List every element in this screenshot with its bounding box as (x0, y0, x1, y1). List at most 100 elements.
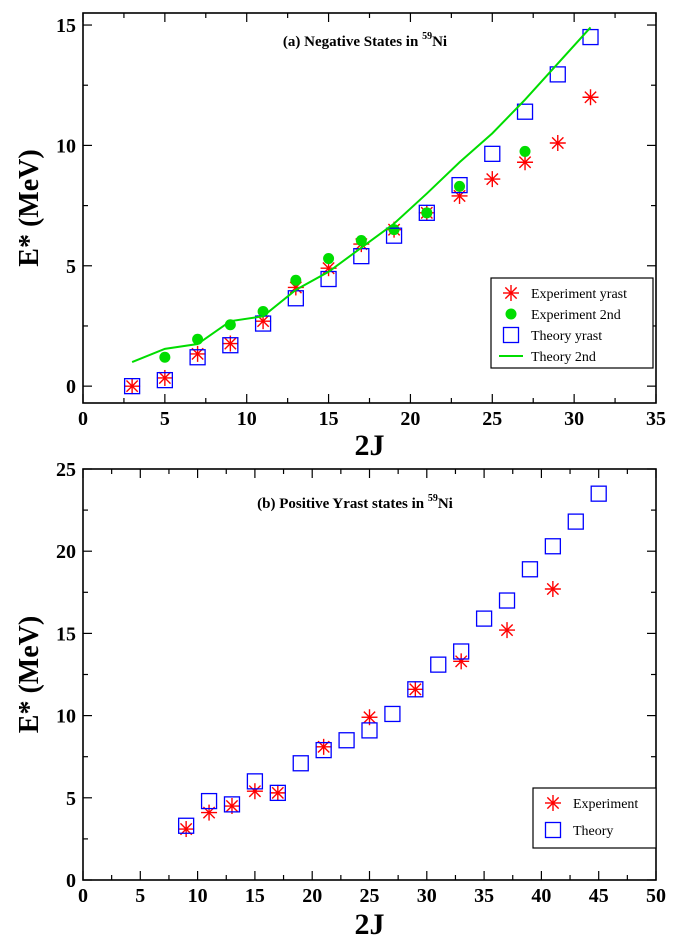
y-tick-label: 10 (56, 706, 76, 728)
data-point (159, 351, 171, 363)
x-tick-label: 20 (400, 408, 420, 430)
legend-entry: Theory yrast (531, 329, 602, 344)
data-point (385, 227, 403, 244)
data-point (177, 817, 195, 834)
x-tick-label: 0 (78, 408, 88, 430)
x-tick-label: 40 (531, 885, 551, 907)
data-point (567, 513, 584, 530)
data-point (355, 235, 367, 246)
data-point (223, 796, 241, 813)
data-point (475, 610, 493, 627)
data-point (384, 705, 401, 723)
data-point (361, 722, 378, 739)
data-point (315, 741, 332, 759)
y-tick-label: 0 (66, 376, 76, 398)
data-point (246, 783, 263, 800)
x-tick-label: 30 (417, 885, 437, 907)
x-axis-label: 2J (355, 908, 385, 940)
data-point (388, 224, 400, 236)
data-point (338, 732, 355, 749)
x-axis-label: 2J (355, 429, 385, 462)
data-point (590, 485, 607, 502)
y-tick-label: 15 (56, 15, 76, 37)
x-tick-label: 25 (482, 408, 502, 430)
legend-entry: Experiment (573, 797, 638, 812)
data-point (549, 135, 566, 151)
x-tick-label: 15 (245, 885, 265, 907)
data-point (123, 377, 141, 395)
legend-marker (505, 308, 517, 320)
data-point (178, 821, 195, 838)
y-axis-label: E* (MeV) (14, 616, 45, 733)
x-axis: 0 5 10 15 20 25 30 35 (78, 13, 666, 430)
data-point (222, 337, 239, 354)
data-point (484, 145, 501, 162)
data-point (499, 622, 516, 639)
data-point (222, 335, 239, 352)
data-point (269, 784, 286, 801)
legend-entry: Experiment yrast (531, 287, 627, 302)
legend-entry: Theory (573, 824, 613, 839)
data-point (315, 738, 332, 755)
series-theory (177, 485, 607, 834)
data-point (292, 755, 309, 772)
data-point (453, 643, 470, 660)
x-tick-label: 5 (135, 885, 145, 907)
data-point (418, 204, 435, 221)
legend-marker (545, 795, 561, 811)
data-point (517, 154, 534, 171)
y-axis: 0 5 10 15 (56, 15, 656, 398)
data-point (582, 89, 599, 106)
data-point (519, 145, 531, 157)
x-axis: 0 5 10 15 20 25 30 35 40 45 50 (78, 469, 666, 907)
panel-a-negative-states: 0 5 10 15 20 25 30 35 0 5 10 15 2J E* (MeV) (a) Negati… (14, 12, 666, 462)
data-point (454, 180, 466, 192)
x-tick-label: 45 (589, 885, 609, 907)
series-experiment-2nd (159, 145, 531, 363)
data-point (498, 592, 516, 609)
data-point (421, 207, 433, 219)
x-tick-label: 20 (302, 885, 322, 907)
data-point (246, 773, 264, 790)
x-tick-label: 35 (474, 885, 494, 907)
legend-marker (502, 326, 520, 344)
data-point (521, 561, 539, 578)
data-point (156, 371, 174, 389)
x-tick-label: 5 (160, 408, 170, 430)
y-tick-label: 10 (56, 135, 76, 157)
data-point (544, 538, 562, 555)
data-point (549, 66, 566, 83)
x-tick-label: 25 (360, 885, 380, 907)
y-tick-label: 5 (66, 788, 76, 810)
x-tick-label: 0 (78, 885, 88, 907)
x-tick-label: 50 (646, 885, 666, 907)
legend-marker (503, 285, 519, 301)
data-point (269, 784, 286, 802)
x-tick-label: 35 (646, 408, 666, 430)
series-experiment (178, 581, 561, 838)
y-tick-label: 0 (66, 870, 76, 892)
data-point (290, 274, 302, 286)
x-tick-label: 10 (188, 885, 208, 907)
x-tick-label: 10 (237, 408, 257, 430)
data-point (200, 792, 218, 810)
legend: Experiment yrast Experiment 2nd Theory yra… (490, 277, 654, 369)
y-tick-label: 20 (56, 541, 76, 563)
x-tick-label: 30 (564, 408, 584, 430)
data-point (189, 349, 206, 366)
data-point (451, 176, 468, 194)
data-point (544, 581, 561, 598)
data-point (323, 253, 335, 265)
x-tick-label: 15 (319, 408, 339, 430)
data-point (201, 804, 218, 821)
series-theory-2nd (131, 26, 592, 364)
y-tick-label: 5 (66, 256, 76, 278)
data-point (516, 103, 534, 120)
data-point (189, 345, 206, 362)
legend-entry: Theory 2nd (531, 350, 596, 365)
data-point (430, 656, 447, 673)
y-axis-label: E* (MeV) (14, 149, 45, 266)
y-tick-label: 15 (56, 623, 76, 645)
